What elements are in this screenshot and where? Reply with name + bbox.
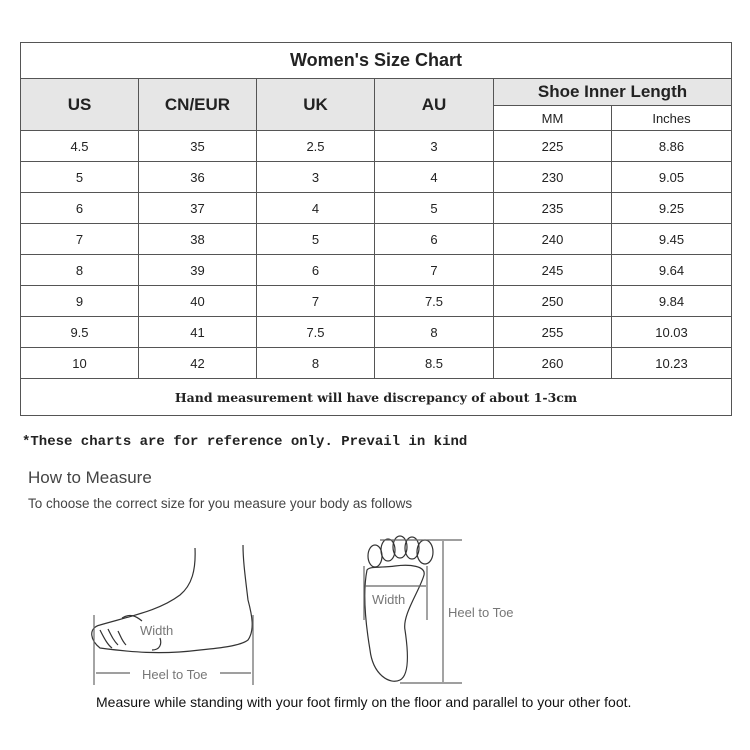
cell-inches: 8.86 bbox=[610, 130, 733, 162]
cell-uk: 4 bbox=[256, 192, 375, 224]
table-title: Women's Size Chart bbox=[19, 42, 733, 79]
cell-cn-eur: 38 bbox=[138, 223, 257, 255]
cell-au: 3 bbox=[374, 130, 494, 162]
cell-mm: 250 bbox=[493, 285, 612, 317]
cell-uk: 5 bbox=[256, 223, 375, 255]
table-row: 4.5 35 2.5 3 225 8.86 bbox=[20, 130, 733, 162]
cell-inches: 9.64 bbox=[610, 254, 733, 286]
cell-us: 4.5 bbox=[20, 130, 139, 162]
header-us: US bbox=[20, 78, 139, 131]
table-row: 5 36 3 4 230 9.05 bbox=[20, 161, 733, 193]
top-length-label: Heel to Toe bbox=[448, 605, 514, 620]
cell-us: 9 bbox=[20, 285, 139, 317]
cell-mm: 260 bbox=[493, 347, 612, 379]
cell-cn-eur: 42 bbox=[138, 347, 257, 379]
cell-au: 5 bbox=[374, 192, 494, 224]
table-row: 8 39 6 7 245 9.64 bbox=[20, 254, 733, 286]
reference-note: *These charts are for reference only. Pr… bbox=[22, 434, 468, 450]
cell-cn-eur: 41 bbox=[138, 316, 257, 348]
cell-au: 8 bbox=[374, 316, 494, 348]
foot-measure-illustration: Width Heel to Toe Width Heel to Toe bbox=[91, 535, 514, 685]
table-footer-note: Hand measurement will have discrepancy o… bbox=[19, 378, 733, 416]
cell-mm: 245 bbox=[493, 254, 612, 286]
cell-mm: 230 bbox=[493, 161, 612, 193]
cell-us: 8 bbox=[20, 254, 139, 286]
cell-uk: 8 bbox=[256, 347, 375, 379]
side-foot-drawing bbox=[91, 544, 254, 685]
table-row: 7 38 5 6 240 9.45 bbox=[20, 223, 733, 255]
cell-au: 7 bbox=[374, 254, 494, 286]
cell-inches: 9.25 bbox=[610, 192, 733, 224]
header-uk: UK bbox=[256, 78, 375, 131]
header-au: AU bbox=[374, 78, 494, 131]
cell-inches: 10.03 bbox=[610, 316, 733, 348]
cell-au: 8.5 bbox=[374, 347, 494, 379]
size-chart-table: Women's Size Chart US CN/EUR UK AU Shoe … bbox=[19, 42, 733, 416]
how-to-measure-subtitle: To choose the correct size for you measu… bbox=[28, 496, 413, 511]
cell-inches: 9.45 bbox=[610, 223, 733, 255]
side-width-label: Width bbox=[140, 623, 173, 638]
header-inner-length: Shoe Inner Length bbox=[492, 78, 733, 106]
cell-uk: 2.5 bbox=[256, 130, 375, 162]
table-row: 6 37 4 5 235 9.25 bbox=[20, 192, 733, 224]
cell-cn-eur: 35 bbox=[138, 130, 257, 162]
cell-us: 10 bbox=[20, 347, 139, 379]
cell-uk: 3 bbox=[256, 161, 375, 193]
cell-inches: 10.23 bbox=[610, 347, 733, 379]
cell-uk: 6 bbox=[256, 254, 375, 286]
side-length-label: Heel to Toe bbox=[142, 667, 208, 682]
table-row: 10 42 8 8.5 260 10.23 bbox=[20, 347, 733, 379]
cell-inches: 9.05 bbox=[610, 161, 733, 193]
top-width-label: Width bbox=[372, 592, 405, 607]
cell-au: 7.5 bbox=[374, 285, 494, 317]
cell-au: 4 bbox=[374, 161, 494, 193]
cell-inches: 9.84 bbox=[610, 285, 733, 317]
table-row: 9.5 41 7.5 8 255 10.03 bbox=[20, 316, 733, 348]
cell-us: 7 bbox=[20, 223, 139, 255]
cell-cn-eur: 40 bbox=[138, 285, 257, 317]
cell-mm: 255 bbox=[493, 316, 612, 348]
cell-mm: 240 bbox=[493, 223, 612, 255]
cell-us: 6 bbox=[20, 192, 139, 224]
cell-cn-eur: 37 bbox=[138, 192, 257, 224]
cell-cn-eur: 39 bbox=[138, 254, 257, 286]
cell-mm: 225 bbox=[493, 130, 612, 162]
cell-cn-eur: 36 bbox=[138, 161, 257, 193]
cell-uk: 7 bbox=[256, 285, 375, 317]
cell-mm: 235 bbox=[493, 192, 612, 224]
cell-au: 6 bbox=[374, 223, 494, 255]
cell-us: 5 bbox=[20, 161, 139, 193]
header-inches: Inches bbox=[610, 105, 733, 131]
table-row: 9 40 7 7.5 250 9.84 bbox=[20, 285, 733, 317]
measure-caption: Measure while standing with your foot fi… bbox=[96, 694, 632, 710]
how-to-measure-title: How to Measure bbox=[28, 468, 152, 487]
cell-uk: 7.5 bbox=[256, 316, 375, 348]
top-foot-drawing bbox=[363, 535, 462, 684]
header-cn-eur: CN/EUR bbox=[138, 78, 257, 131]
header-mm: MM bbox=[493, 105, 612, 131]
cell-us: 9.5 bbox=[20, 316, 139, 348]
